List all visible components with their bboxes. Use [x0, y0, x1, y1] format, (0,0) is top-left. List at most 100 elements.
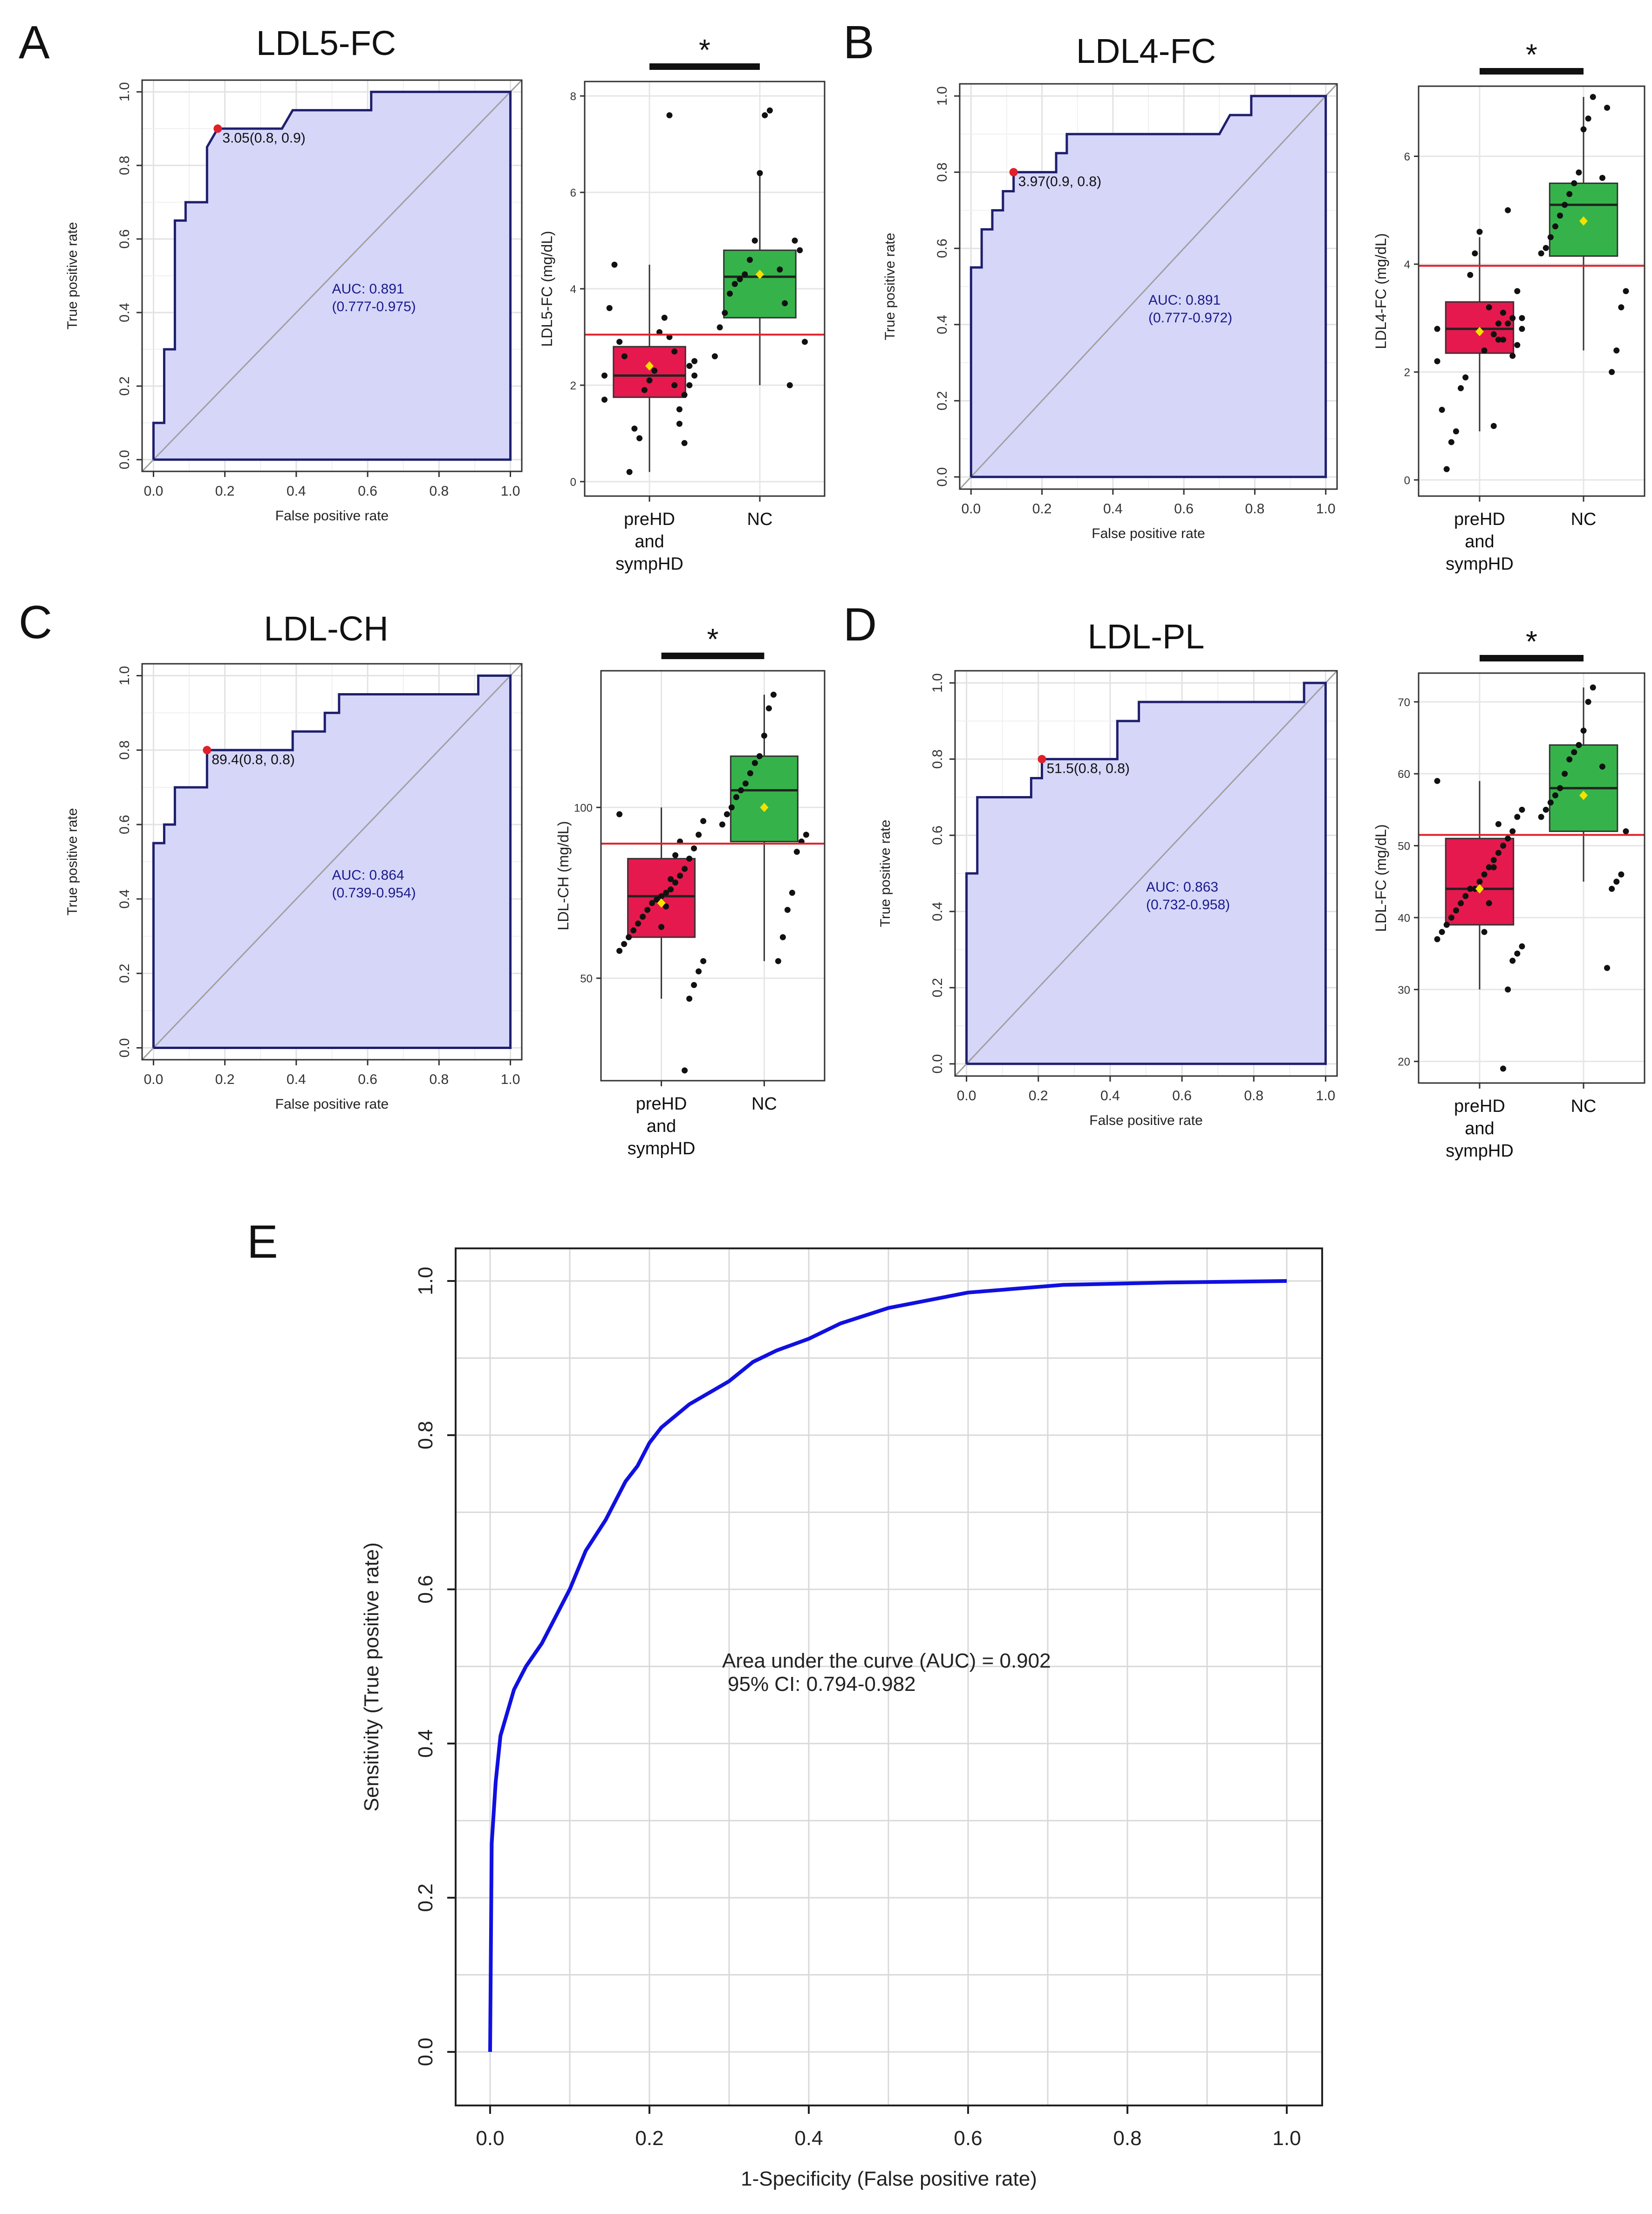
d-roc-xtick-label: 0.4 [1100, 1088, 1120, 1104]
d-box-data-point [1486, 864, 1492, 871]
d-box-data-point [1566, 756, 1573, 763]
c-box-data-point [672, 852, 679, 858]
c-box-data-point [616, 811, 623, 817]
a-box-data-point [626, 469, 633, 475]
c-box-data-point [765, 705, 772, 712]
a-box-data-point [671, 382, 678, 388]
a-box-data-point [646, 377, 653, 384]
b-box-data-point [1481, 347, 1488, 354]
a-roc-xtick-label: 0.2 [215, 484, 235, 499]
b-roc-ytick-label: 1.0 [935, 86, 950, 106]
a-box-data-point [666, 112, 673, 118]
d-box-data-point [1538, 814, 1544, 820]
a-box-data-point [731, 281, 738, 287]
d-box-data-point [1623, 828, 1629, 835]
b-box-data-point [1519, 315, 1525, 321]
e-ytick-label: 1.0 [414, 1267, 437, 1295]
c-box-mean-2 [760, 803, 769, 812]
b-box-data-point [1505, 320, 1511, 327]
d-roc-xtick-label: 0.0 [957, 1088, 976, 1104]
d-box-data-point [1505, 986, 1511, 993]
d-box-data-point [1519, 943, 1525, 950]
b-roc-ytick-label: 0.4 [935, 315, 950, 334]
b-roc-ytick-label: 0.2 [935, 391, 950, 410]
c-box-ylabel: LDL-CH (mg/dL) [555, 821, 572, 931]
a-box-mean-1 [645, 361, 654, 371]
a-box-data-point [786, 382, 793, 388]
b-box-data-point [1585, 115, 1591, 122]
c-roc-ytick-label: 0.2 [117, 964, 132, 983]
d-box-data-point [1552, 792, 1558, 798]
c-box-category-label: and [647, 1117, 676, 1136]
d-box-data-point [1580, 728, 1587, 734]
b-box-data-point [1448, 439, 1454, 445]
c-box-data-point [663, 890, 669, 896]
d-box-data-point [1500, 1065, 1506, 1072]
e-xtick-label: 0.2 [635, 2127, 663, 2150]
e-ytick-label: 0.6 [414, 1575, 437, 1603]
d-box-frame [1418, 672, 1645, 1084]
c-roc-ytick-label: 0.6 [117, 815, 132, 834]
c-roc-xtick-label: 1.0 [501, 1072, 520, 1087]
a-box-data-point [661, 314, 668, 321]
d-box-category-label: preHD [1454, 1097, 1505, 1116]
d-box-category-label: and [1465, 1119, 1494, 1138]
a-roc-ytick-label: 0.8 [117, 156, 132, 175]
b-roc-xlabel: False positive rate [1092, 526, 1205, 541]
b-box-data-point [1472, 250, 1478, 257]
panel-title-b: LDL4-FC [1076, 32, 1216, 70]
a-box-data-point [751, 238, 758, 244]
c-box-data-point [682, 1067, 688, 1074]
d-roc-xtick-label: 0.8 [1244, 1088, 1263, 1104]
a-roc-optimal-point [213, 124, 222, 133]
a-box-data-point [711, 353, 718, 360]
a-roc-xtick-label: 0.6 [358, 484, 377, 499]
c-roc-auc-label: AUC: 0.864 [332, 867, 404, 883]
b-box-ytick-label: 2 [1404, 367, 1410, 379]
c-box-box-2 [730, 755, 799, 843]
c-roc-xtick-label: 0.0 [144, 1072, 164, 1087]
a-roc-auc-ci: (0.777-0.975) [332, 299, 416, 314]
c-box-significance-star: * [707, 622, 719, 656]
panel-letter-d: D [843, 599, 877, 651]
c-box-data-point [775, 958, 781, 964]
a-roc-ytick-label: 1.0 [117, 82, 132, 102]
c-box-data-point [770, 691, 777, 698]
b-roc-diagonal [959, 83, 1338, 490]
a-box-category-label: preHD [624, 510, 675, 529]
e-xtick-label: 0.0 [476, 2127, 504, 2150]
d-box-data-point [1472, 886, 1478, 892]
a-box-data-point [681, 392, 688, 398]
c-box-data-point [700, 818, 707, 824]
b-roc-xtick-label: 1.0 [1316, 501, 1336, 517]
d-box-data-point [1509, 828, 1516, 835]
a-box-mean-2 [755, 269, 764, 279]
e-ytick-label: 0.4 [414, 1729, 437, 1758]
b-box-data-point [1604, 104, 1611, 111]
c-box-data-point [751, 760, 758, 766]
d-box-data-point [1481, 871, 1488, 878]
d-box-ytick-label: 50 [1398, 840, 1410, 853]
a-roc-ylabel: True positive rate [65, 222, 80, 330]
d-box-data-point [1514, 814, 1521, 820]
c-box-data-point [756, 753, 763, 759]
c-roc-ytick-label: 0.4 [117, 889, 132, 909]
a-roc-ytick-label: 0.4 [117, 303, 132, 322]
b-box-data-point [1462, 374, 1469, 381]
a-box-data-point [651, 368, 658, 374]
c-box-data-point [742, 780, 749, 787]
b-roc-xtick-label: 0.4 [1103, 501, 1123, 517]
a-box-category-label: NC [747, 510, 773, 529]
panel-letter-c: C [19, 596, 52, 648]
b-box-data-point [1434, 358, 1440, 365]
a-roc-ytick-label: 0.6 [117, 229, 132, 249]
d-box-data-point [1609, 886, 1615, 892]
c-roc-optimal-point [203, 746, 212, 755]
b-box-data-point [1490, 422, 1497, 429]
a-box-data-point [737, 276, 743, 282]
panel-title-a: LDL5-FC [256, 24, 396, 62]
b-box-data-point [1618, 304, 1625, 311]
b-roc-ylabel: True positive rate [882, 233, 898, 341]
c-box-data-point [658, 924, 665, 930]
a-box-significance-star: * [699, 33, 710, 67]
